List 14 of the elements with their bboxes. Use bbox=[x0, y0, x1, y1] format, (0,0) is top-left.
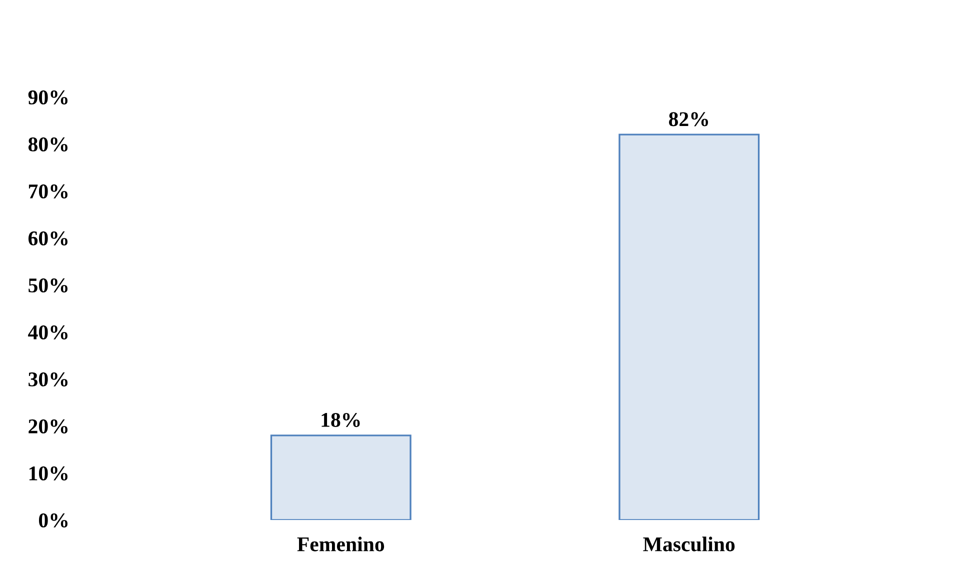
y-tick-label: 40% bbox=[28, 325, 68, 340]
y-tick-label: 50% bbox=[28, 278, 68, 292]
y-tick-label: 90% bbox=[28, 90, 68, 104]
y-tick-label: 20% bbox=[28, 419, 68, 434]
y-tick-label: 80% bbox=[28, 137, 68, 152]
y-tick-label: 60% bbox=[28, 231, 68, 246]
y-tick-label: 70% bbox=[28, 184, 68, 198]
data-label: 18% bbox=[322, 412, 360, 428]
y-tick-label: 0% bbox=[38, 513, 68, 528]
x-tick-label: Femenino bbox=[297, 536, 384, 552]
x-tick-label: Masculino bbox=[643, 536, 735, 552]
data-label: 82% bbox=[668, 112, 708, 126]
y-tick-label: 10% bbox=[29, 466, 68, 480]
y-tick-label: 30% bbox=[28, 372, 68, 386]
